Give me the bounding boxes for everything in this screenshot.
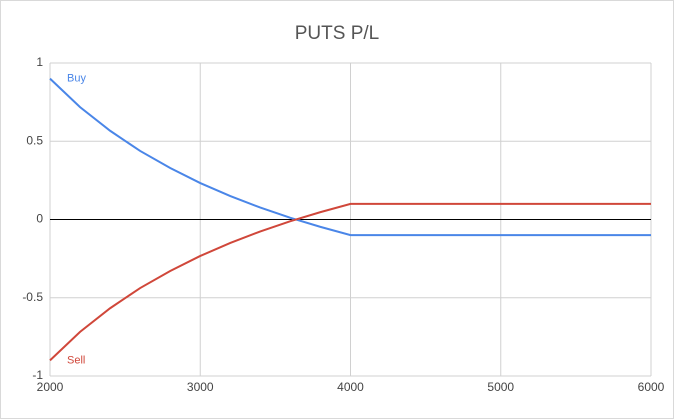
series-line <box>49 77 651 237</box>
series-label: Buy <box>67 73 86 85</box>
x-tick-label: 4000 <box>337 380 364 394</box>
y-tick-label: -0.5 <box>22 290 43 304</box>
y-tick-label: 0.5 <box>26 133 43 147</box>
y-tick-label: 1 <box>36 55 43 69</box>
x-tick-label: 2000 <box>37 380 64 394</box>
y-tick-label: 0 <box>36 212 43 226</box>
chart-title: PUTS P/L <box>295 23 379 44</box>
series-line <box>49 202 651 362</box>
series-label: Sell <box>67 354 85 366</box>
x-tick-label: 5000 <box>487 380 514 394</box>
x-tick-label: 6000 <box>638 380 665 394</box>
x-tick-label: 3000 <box>187 380 214 394</box>
y-tick-label: -1 <box>32 368 43 382</box>
